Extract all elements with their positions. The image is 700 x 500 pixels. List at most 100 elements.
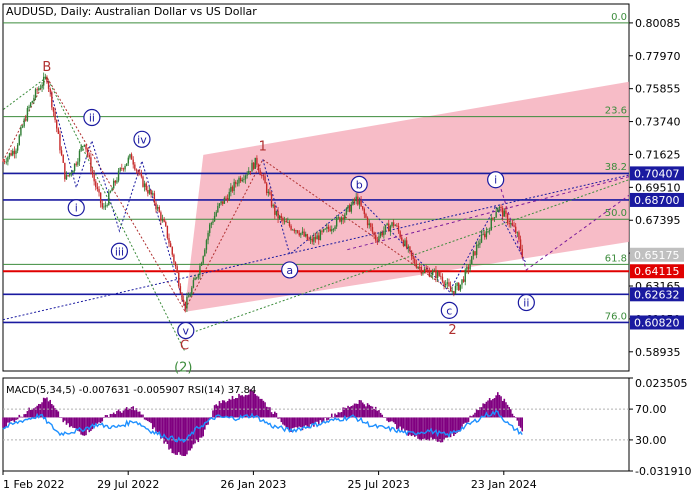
macd-bar <box>404 417 406 433</box>
candle-body <box>366 217 369 226</box>
macd-bar <box>121 412 123 418</box>
macd-bar <box>143 417 146 420</box>
macd-bar <box>461 417 463 427</box>
candle-body <box>493 217 496 219</box>
macd-bar <box>21 416 24 418</box>
candle-body <box>352 199 354 205</box>
candle-body <box>213 215 216 222</box>
macd-bar <box>505 402 507 418</box>
candle-body <box>15 150 17 154</box>
candle-body <box>238 177 240 184</box>
macd-bar <box>347 405 349 418</box>
candle-body <box>492 217 494 219</box>
macd-bar <box>431 417 434 441</box>
candle-body <box>75 163 77 165</box>
candle-body <box>459 284 462 291</box>
price-tag <box>630 315 684 330</box>
candle-body <box>28 106 30 109</box>
candle-body <box>235 181 237 184</box>
macd-bar <box>8 417 11 423</box>
candle-body <box>59 133 61 151</box>
macd-bar <box>158 417 161 434</box>
candle-body <box>316 235 318 240</box>
macd-bar <box>456 417 458 433</box>
macd-bar <box>477 410 480 418</box>
candle-body <box>70 172 73 174</box>
macd-bar <box>470 416 473 418</box>
candle-body <box>122 168 125 170</box>
macd-bar <box>396 417 398 430</box>
macd-bar <box>322 417 325 422</box>
candle-body <box>199 265 201 275</box>
candle-body <box>226 198 229 201</box>
candle-body <box>319 230 322 241</box>
price-tag-label: 0.60820 <box>634 316 680 329</box>
candle-body <box>47 82 50 89</box>
wave-label: iii <box>115 245 124 258</box>
macd-bar <box>239 395 242 418</box>
macd-bar <box>18 414 21 418</box>
candle-body <box>96 187 99 190</box>
macd-bar <box>464 417 467 423</box>
candle-body <box>305 234 307 237</box>
macd-bar <box>256 395 258 418</box>
candle-body <box>248 171 250 175</box>
candle-body <box>184 301 186 309</box>
macd-bar <box>272 414 274 418</box>
candle-body <box>262 175 265 177</box>
macd-bar <box>147 417 149 422</box>
candle-body <box>192 280 195 288</box>
macd-bar <box>311 417 314 425</box>
candle-body <box>278 215 281 219</box>
macd-bar <box>164 417 167 442</box>
candle-body <box>471 256 473 265</box>
candle-body <box>448 282 450 287</box>
macd-bar <box>54 408 56 418</box>
candle-body <box>171 247 173 255</box>
candle-body <box>230 186 232 192</box>
macd-bar <box>334 413 336 418</box>
candle-body <box>516 232 519 234</box>
candle-body <box>458 283 460 291</box>
macd-bar <box>280 417 283 423</box>
macd-bar <box>212 410 214 418</box>
macd-bar <box>42 397 45 418</box>
macd-bar <box>423 417 426 439</box>
candle-body <box>386 223 388 226</box>
candle-body <box>80 146 82 151</box>
macd-bar <box>288 417 291 431</box>
macd-bar <box>383 417 385 418</box>
macd-bar <box>405 417 408 431</box>
candle-body <box>290 225 292 230</box>
candle-body <box>482 233 484 235</box>
candle-body <box>449 286 452 292</box>
macd-bar <box>430 417 432 438</box>
candle-body <box>410 250 413 256</box>
macd-bar <box>427 417 429 441</box>
macd-bar <box>317 417 320 426</box>
candle-body <box>381 232 383 236</box>
macd-bar <box>376 410 379 418</box>
candle-body <box>348 205 351 212</box>
macd-bar <box>422 417 424 440</box>
candle-body <box>60 150 63 156</box>
macd-bar <box>73 417 76 428</box>
candle-body <box>357 196 359 205</box>
macd-bar <box>166 417 169 445</box>
candle-body <box>34 89 37 98</box>
candle-body <box>121 167 123 169</box>
macd-bar <box>247 394 250 418</box>
macd-bar <box>173 417 175 454</box>
candle-body <box>521 248 523 257</box>
wave-line <box>184 179 630 336</box>
candle-body <box>194 278 196 281</box>
candle-body <box>78 150 81 162</box>
macd-bar <box>355 403 357 418</box>
macd-bar <box>86 417 89 430</box>
candle-body <box>293 229 296 232</box>
candle-body <box>207 232 209 241</box>
candle-body <box>361 206 364 209</box>
candle-body <box>124 165 126 170</box>
candle-body <box>204 249 206 257</box>
macd-bar <box>168 417 170 450</box>
